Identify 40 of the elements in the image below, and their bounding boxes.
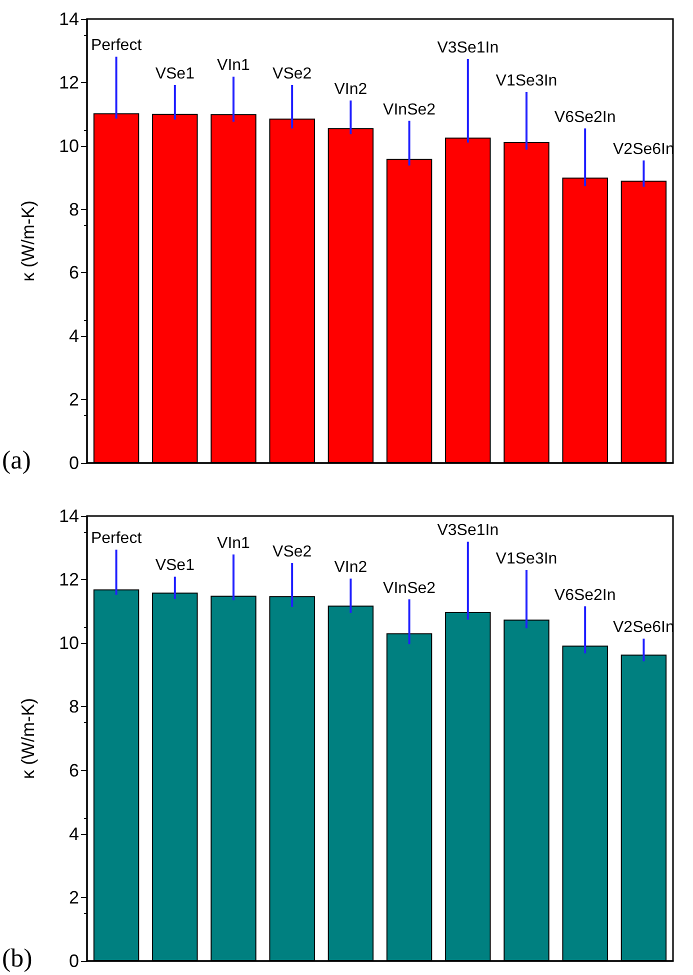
y-tick-label: 0 <box>68 951 79 971</box>
x-tick-label: VIn2 <box>334 81 368 98</box>
x-tick-label: V2Se6In <box>613 140 674 158</box>
y-tick-label: 6 <box>68 262 79 283</box>
x-tick-label: VSe2 <box>272 544 312 561</box>
x-tick-label: Perfect <box>90 37 142 54</box>
x-tick-label: Perfect <box>90 530 142 548</box>
y-tick-label: 12 <box>58 72 79 92</box>
y-tick-label: 8 <box>68 696 79 717</box>
y-tick-label: 12 <box>58 570 79 590</box>
text: (b) <box>2 944 32 972</box>
x-tick-label: VInSe2 <box>383 101 436 118</box>
y-tick-label: 8 <box>68 199 79 220</box>
y-tick-label: 4 <box>68 326 79 346</box>
y-tick-label: 4 <box>68 824 79 844</box>
y-tick-label: 10 <box>58 136 79 156</box>
x-tick-label: V3Se1In <box>437 39 499 56</box>
y-tick-label: 2 <box>68 887 79 908</box>
y-tick-label: 2 <box>68 390 79 410</box>
x-tick-label: V2Se6In <box>613 619 674 636</box>
y-tick-label: 0 <box>68 453 79 473</box>
y-axis-title: κ (W/m-K) <box>18 200 38 282</box>
x-tick-label: VInSe2 <box>383 580 436 597</box>
x-tick-label: VIn1 <box>217 57 250 74</box>
x-tick-label: VSe1 <box>155 65 195 82</box>
y-tick-label: 10 <box>58 633 79 654</box>
x-tick-label: V6Se2In <box>554 586 616 604</box>
x-tick-label: VSe1 <box>155 557 195 574</box>
x-tick-label: V3Se1In <box>437 522 499 540</box>
y-axis-title: κ (W/m-K) <box>18 698 38 779</box>
text: (a) <box>2 446 31 474</box>
y-tick-label: 6 <box>68 760 79 780</box>
y-tick-label: 14 <box>58 9 79 29</box>
x-tick-label: VIn2 <box>334 559 368 576</box>
x-tick-label: V1Se3In <box>496 72 558 90</box>
y-tick-label: 14 <box>58 506 79 526</box>
x-tick-label: V6Se2In <box>554 108 616 126</box>
x-tick-label: VIn1 <box>217 534 250 552</box>
x-tick-label: VSe2 <box>272 65 312 82</box>
x-tick-label: V1Se3In <box>496 550 558 568</box>
